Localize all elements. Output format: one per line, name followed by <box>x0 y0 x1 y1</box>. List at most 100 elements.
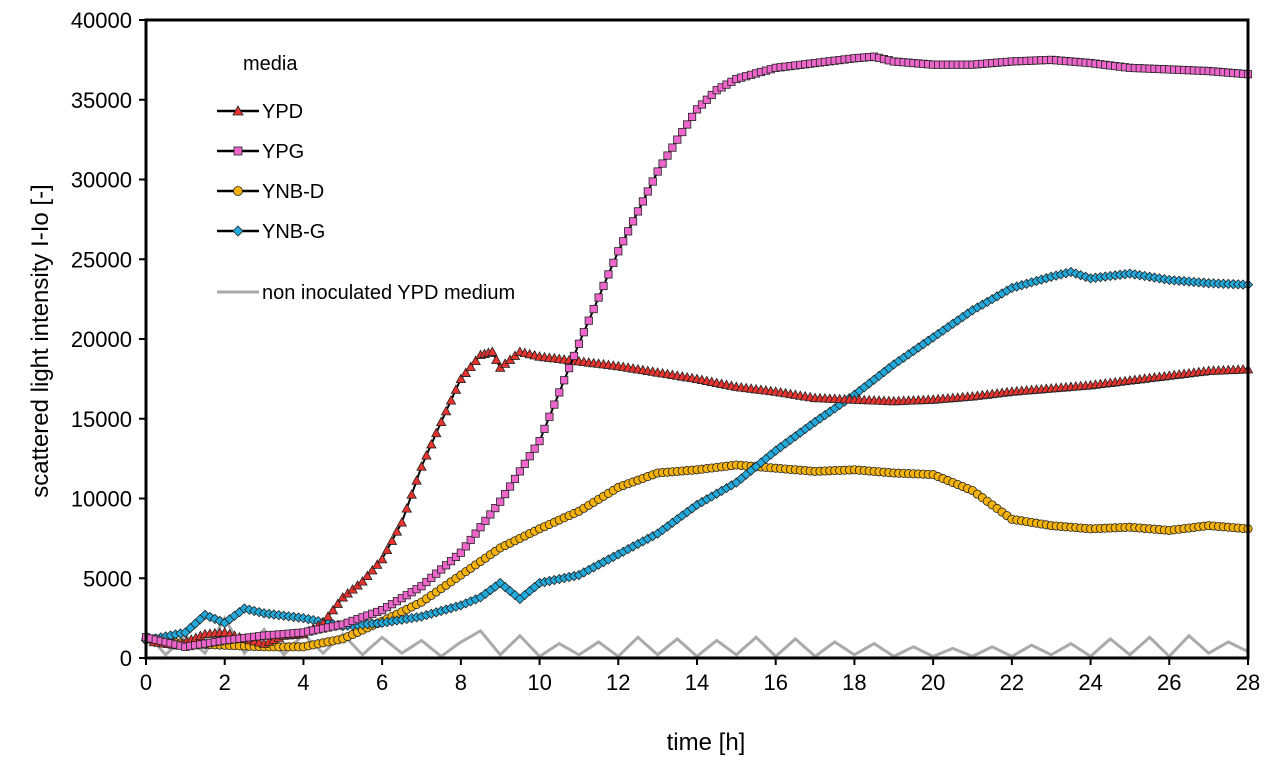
data-point <box>490 354 502 364</box>
data-point <box>417 582 426 591</box>
data-point <box>633 207 643 216</box>
data-point <box>614 247 623 256</box>
data-point <box>510 474 520 484</box>
data-point <box>550 400 559 409</box>
data-point <box>707 90 716 100</box>
data-point <box>391 526 403 536</box>
data-point <box>584 316 593 325</box>
legend-item: YNB-D <box>217 181 324 203</box>
x-tick-label: 14 <box>685 670 709 695</box>
data-point <box>604 270 613 279</box>
data-point <box>406 489 417 499</box>
legend-marker <box>233 146 243 156</box>
data-point <box>599 281 608 291</box>
data-point <box>525 452 534 461</box>
series-line <box>144 615 1249 659</box>
data-point <box>442 561 451 570</box>
data-point <box>476 523 485 532</box>
data-point <box>683 120 692 129</box>
data-point <box>702 95 711 104</box>
x-tick-label: 22 <box>1000 670 1024 695</box>
series-line <box>145 55 1249 648</box>
series-layer <box>140 52 1254 659</box>
y-tick-label: 0 <box>120 646 132 671</box>
data-point <box>487 346 498 356</box>
data-point <box>460 367 472 377</box>
x-tick-label: 26 <box>1157 670 1181 695</box>
legend-label: YNB-D <box>262 181 324 203</box>
data-point <box>461 542 470 551</box>
x-tick-label: 18 <box>842 670 866 695</box>
x-axis-label: time [h] <box>667 729 746 756</box>
data-point <box>535 436 544 446</box>
x-tick-label: 2 <box>219 670 231 695</box>
legend-marker <box>233 186 243 196</box>
data-point <box>663 151 672 160</box>
data-point <box>451 552 461 561</box>
data-point <box>421 450 432 460</box>
legend-item: YPD <box>217 101 303 123</box>
data-point <box>628 217 638 226</box>
data-point <box>426 438 437 449</box>
data-point <box>446 557 456 566</box>
data-point <box>465 361 476 371</box>
y-tick-label: 25000 <box>71 247 132 272</box>
y-tick-label: 35000 <box>71 88 132 113</box>
series-line <box>145 270 1249 642</box>
legend-title: media <box>243 53 298 75</box>
data-point <box>609 258 618 267</box>
data-point <box>565 364 574 373</box>
legend-item: YNB-G <box>217 221 325 243</box>
legend: media YPD YPG YNB-D YNB-G non inoculated YPD… <box>217 53 515 304</box>
data-point <box>624 227 633 236</box>
data-point <box>371 559 383 569</box>
data-point <box>673 135 682 144</box>
x-tick-label: 8 <box>455 670 467 695</box>
data-point <box>560 376 569 385</box>
data-point <box>411 475 422 485</box>
legend-item: non inoculated YPD medium <box>217 282 515 304</box>
data-point <box>486 510 495 519</box>
data-point <box>456 548 465 557</box>
data-point <box>430 427 442 438</box>
y-tick-label: 15000 <box>71 407 132 432</box>
x-tick-label: 24 <box>1078 670 1102 695</box>
data-point <box>496 497 505 506</box>
data-point <box>450 384 462 394</box>
y-tick-label: 10000 <box>71 487 132 512</box>
y-axis-ticks: 0 5000 10000 15000 20000 25000 30000 35000 40000 <box>71 8 146 671</box>
data-point <box>455 373 467 383</box>
legend-label: non inoculated YPD medium <box>262 282 515 304</box>
data-point <box>367 564 378 575</box>
y-axis-label: scattered light intensity I-Io [-] <box>27 184 54 497</box>
series-ypg <box>141 52 1253 651</box>
data-point <box>322 611 334 621</box>
series-ynb-g <box>140 266 1254 646</box>
x-tick-label: 28 <box>1236 670 1260 695</box>
data-point <box>327 604 339 615</box>
data-point <box>515 467 524 476</box>
data-point <box>481 516 490 525</box>
plot-frame <box>144 18 1250 660</box>
x-tick-label: 0 <box>140 670 152 695</box>
data-point <box>470 355 481 366</box>
legend-label: YNB-G <box>262 221 325 243</box>
x-tick-label: 10 <box>527 670 551 695</box>
data-point <box>432 569 441 578</box>
data-point <box>209 613 221 625</box>
data-point <box>688 112 697 121</box>
data-point <box>466 535 475 545</box>
data-point <box>376 553 388 564</box>
data-point <box>638 197 647 206</box>
data-point <box>697 100 706 109</box>
data-point <box>504 585 516 597</box>
data-point <box>416 461 427 471</box>
data-point <box>658 159 667 168</box>
data-point <box>579 328 588 337</box>
data-point <box>357 576 368 586</box>
legend-marker <box>232 105 244 116</box>
data-point <box>505 482 515 491</box>
x-tick-label: 20 <box>921 670 945 695</box>
legend-marker <box>232 225 244 237</box>
data-point <box>495 577 506 589</box>
